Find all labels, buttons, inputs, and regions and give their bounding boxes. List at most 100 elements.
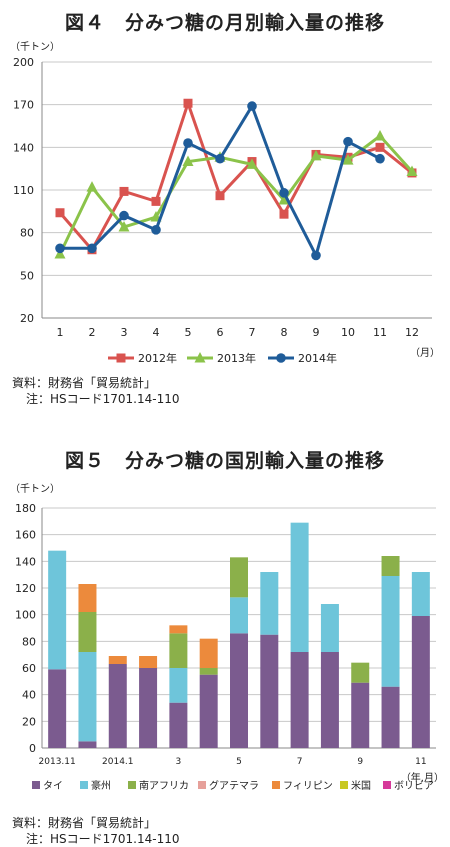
bar-segment: [169, 702, 188, 748]
legend-swatch: [340, 781, 348, 789]
bar-segment: [230, 597, 248, 634]
data-point: [55, 208, 65, 218]
x-tick-label: 3: [121, 326, 128, 339]
bar-segment: [139, 656, 158, 668]
legend-swatch: [32, 781, 40, 789]
y-tick-label: 140: [15, 555, 36, 568]
data-point: [406, 165, 418, 177]
x-tick-label: 10: [341, 326, 355, 339]
data-point: [343, 136, 353, 147]
bar-segment: [108, 656, 127, 664]
x-tick-label: 7: [297, 757, 303, 767]
y-tick-label: 140: [13, 141, 34, 154]
legend-label: 2013年: [217, 351, 256, 365]
bar-segment: [381, 576, 400, 687]
data-point: [215, 153, 225, 164]
bar-segment: [230, 557, 248, 598]
y-axis-unit: （千トン）: [10, 41, 60, 53]
data-point: [119, 210, 129, 221]
y-tick-label: 80: [20, 227, 34, 240]
figure4-notes: 資料：財務省「貿易統計」 注：HSコード1701.14-110: [12, 375, 180, 407]
x-tick-label: 12: [405, 326, 419, 339]
bar-segment: [78, 652, 97, 742]
y-tick-label: 180: [15, 502, 36, 515]
data-point: [215, 191, 225, 201]
y-tick-label: 20: [20, 312, 34, 325]
x-tick-label: 2013.11: [39, 757, 76, 767]
x-tick-label: 2014.1: [102, 757, 134, 767]
figure4-source-note: 資料：財務省「貿易統計」: [12, 376, 157, 390]
bar-segment: [78, 612, 97, 652]
bar-segment: [199, 638, 218, 668]
data-point: [119, 186, 129, 196]
x-tick-label: 6: [217, 326, 224, 339]
y-tick-label: 60: [22, 662, 36, 675]
data-point: [310, 149, 322, 161]
data-point: [342, 154, 354, 165]
legend-label: ボリビア: [394, 780, 434, 792]
bar-segment: [230, 633, 248, 748]
data-point: [183, 98, 193, 108]
x-axis-unit: （月）: [410, 347, 440, 359]
bar-segment: [351, 682, 370, 748]
legend-label: タイ: [43, 780, 63, 792]
data-point: [151, 225, 161, 235]
y-tick-label: 200: [13, 56, 34, 69]
bar-segment: [320, 604, 339, 652]
data-point: [375, 142, 385, 152]
data-point: [279, 188, 289, 198]
data-point: [118, 220, 130, 232]
legend-marker: [276, 353, 286, 363]
legend-label: 南アフリカ: [139, 779, 189, 792]
x-tick-label: 1: [57, 326, 64, 339]
bar-segment: [411, 572, 430, 616]
figure4-code-note: 注：HSコード1701.14-110: [26, 392, 180, 406]
x-tick-label: 9: [357, 757, 363, 767]
legend-label: 2012年: [138, 351, 177, 365]
legend-marker: [116, 353, 126, 363]
figure5-title: 図５ 分みつ糖の国別輸入量の推移: [64, 450, 385, 472]
x-tick-label: 11: [373, 326, 387, 339]
legend-label: 米国: [351, 779, 371, 792]
bar-segment: [108, 664, 127, 748]
y-tick-label: 120: [15, 582, 36, 595]
series-2014年: [55, 101, 385, 261]
bar-segment: [48, 669, 67, 748]
bar-segment: [199, 674, 218, 748]
y-tick-label: 80: [22, 635, 36, 648]
legend-swatch: [383, 781, 391, 789]
data-point: [279, 209, 289, 219]
data-point: [151, 196, 161, 206]
figure5-stacked-bar-chart: （千トン） 0 20 40 60 80 100 120 140 160 180 2013.11 2014…: [10, 483, 444, 792]
data-point: [374, 129, 386, 141]
bar-segment: [411, 616, 430, 748]
figure5-notes: 資料：財務省「貿易統計」 注：HSコード1701.14-110: [12, 815, 180, 847]
bar-segment: [320, 652, 339, 748]
figure5-source-note: 資料：財務省「貿易統計」: [12, 816, 157, 830]
x-tick-label: 5: [185, 326, 192, 339]
legend-label: フィリピン: [283, 780, 333, 792]
bar-segment: [139, 668, 158, 748]
bar-segment: [260, 634, 279, 748]
legend-marker: [194, 352, 206, 363]
x-tick-label: 2: [89, 326, 96, 339]
legend-swatch: [272, 781, 280, 789]
x-tick-label: 5: [236, 757, 242, 767]
bar-segment: [199, 668, 218, 675]
x-axis-unit: （年.月）: [401, 771, 444, 784]
data-point: [278, 193, 290, 205]
y-tick-label: 100: [15, 609, 36, 622]
data-point: [55, 243, 65, 254]
y-tick-label: 0: [29, 742, 36, 755]
bar-segment: [169, 625, 188, 634]
x-tick-label: 11: [415, 757, 426, 767]
y-tick-label: 160: [15, 529, 36, 542]
legend-swatch: [128, 781, 136, 789]
bar-segment: [260, 572, 279, 635]
legend-label: 豪州: [91, 779, 111, 792]
data-point: [247, 101, 257, 111]
bar-segment: [351, 662, 370, 683]
legend-swatch: [198, 781, 206, 789]
bar-segment: [169, 668, 188, 703]
